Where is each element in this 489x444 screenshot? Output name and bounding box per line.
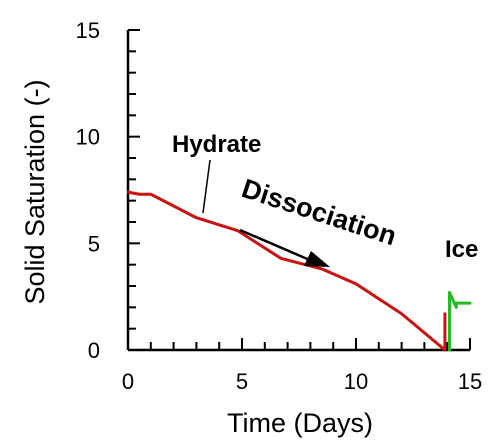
annotation-ice: Ice: [445, 236, 478, 263]
annotation-hydrate: Hydrate: [172, 131, 261, 158]
y-tick-label: 0: [88, 338, 100, 363]
x-tick-label: 10: [344, 369, 368, 394]
y-tick-label: 15: [76, 18, 100, 43]
series-line-ice: [447, 290, 472, 352]
series-layer: [126, 190, 472, 352]
x-tick-label: 0: [122, 369, 134, 394]
dissociation-arrow-shaft: [239, 228, 313, 263]
y-axis-label: Solid Saturation (-): [20, 79, 50, 304]
series-line-hydrate: [126, 190, 447, 352]
y-tick-label: 5: [88, 231, 100, 256]
x-tick-label: 15: [458, 369, 482, 394]
annotations: Hydrate Dissociation Ice: [172, 131, 478, 267]
hydrate-leader-line: [202, 159, 211, 214]
axes: 0 5 10 15 0 5 10 15: [76, 18, 483, 394]
x-tick-label: 5: [236, 369, 248, 394]
y-tick-label: 10: [76, 125, 100, 150]
x-axis-label: Time (Days): [227, 408, 373, 438]
dissociation-arrow-head: [304, 251, 330, 267]
